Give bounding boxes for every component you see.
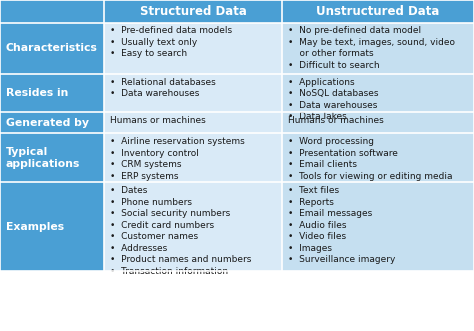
Bar — [282, 133, 474, 182]
Text: •  Text files
•  Reports
•  Email messages
•  Audio files
•  Video files
•  Imag: • Text files • Reports • Email messages … — [288, 186, 395, 264]
Bar — [0, 112, 104, 133]
Text: Examples: Examples — [6, 222, 64, 232]
Text: •  Applications
•  NoSQL databases
•  Data warehouses
•  Data lakes: • Applications • NoSQL databases • Data … — [288, 78, 378, 121]
Text: •  Word processing
•  Presentation software
•  Email clients
•  Tools for viewin: • Word processing • Presentation softwar… — [288, 137, 452, 181]
Text: Humans or machines: Humans or machines — [110, 116, 206, 125]
Bar — [104, 74, 282, 112]
Bar — [0, 23, 104, 74]
Text: Structured Data: Structured Data — [140, 5, 246, 18]
Bar — [104, 133, 282, 182]
Text: Generated by: Generated by — [6, 118, 89, 128]
Text: Typical
applications: Typical applications — [6, 147, 80, 169]
Bar — [0, 182, 104, 271]
Bar — [104, 182, 282, 271]
Text: Resides in: Resides in — [6, 88, 68, 98]
Bar — [104, 23, 282, 74]
Text: •  Relational databases
•  Data warehouses: • Relational databases • Data warehouses — [110, 78, 216, 98]
Text: •  Dates
•  Phone numbers
•  Social security numbers
•  Credit card numbers
•  C: • Dates • Phone numbers • Social securit… — [110, 186, 251, 275]
Text: Humans or machines: Humans or machines — [288, 116, 383, 125]
Bar — [104, 112, 282, 133]
Bar — [282, 74, 474, 112]
Bar — [0, 74, 104, 112]
Text: •  Pre-defined data models
•  Usually text only
•  Easy to search: • Pre-defined data models • Usually text… — [110, 26, 232, 58]
Bar — [282, 182, 474, 271]
Bar — [0, 133, 104, 182]
Text: •  Airline reservation systems
•  Inventory control
•  CRM systems
•  ERP system: • Airline reservation systems • Inventor… — [110, 137, 245, 181]
Bar — [282, 112, 474, 133]
Bar — [282, 23, 474, 74]
Bar — [282, 0, 474, 23]
Bar — [0, 0, 104, 23]
Bar — [104, 0, 282, 23]
Text: Unstructured Data: Unstructured Data — [316, 5, 440, 18]
Text: •  No pre-defined data model
•  May be text, images, sound, video
    or other f: • No pre-defined data model • May be tex… — [288, 26, 455, 70]
Text: Characteristics: Characteristics — [6, 43, 98, 53]
